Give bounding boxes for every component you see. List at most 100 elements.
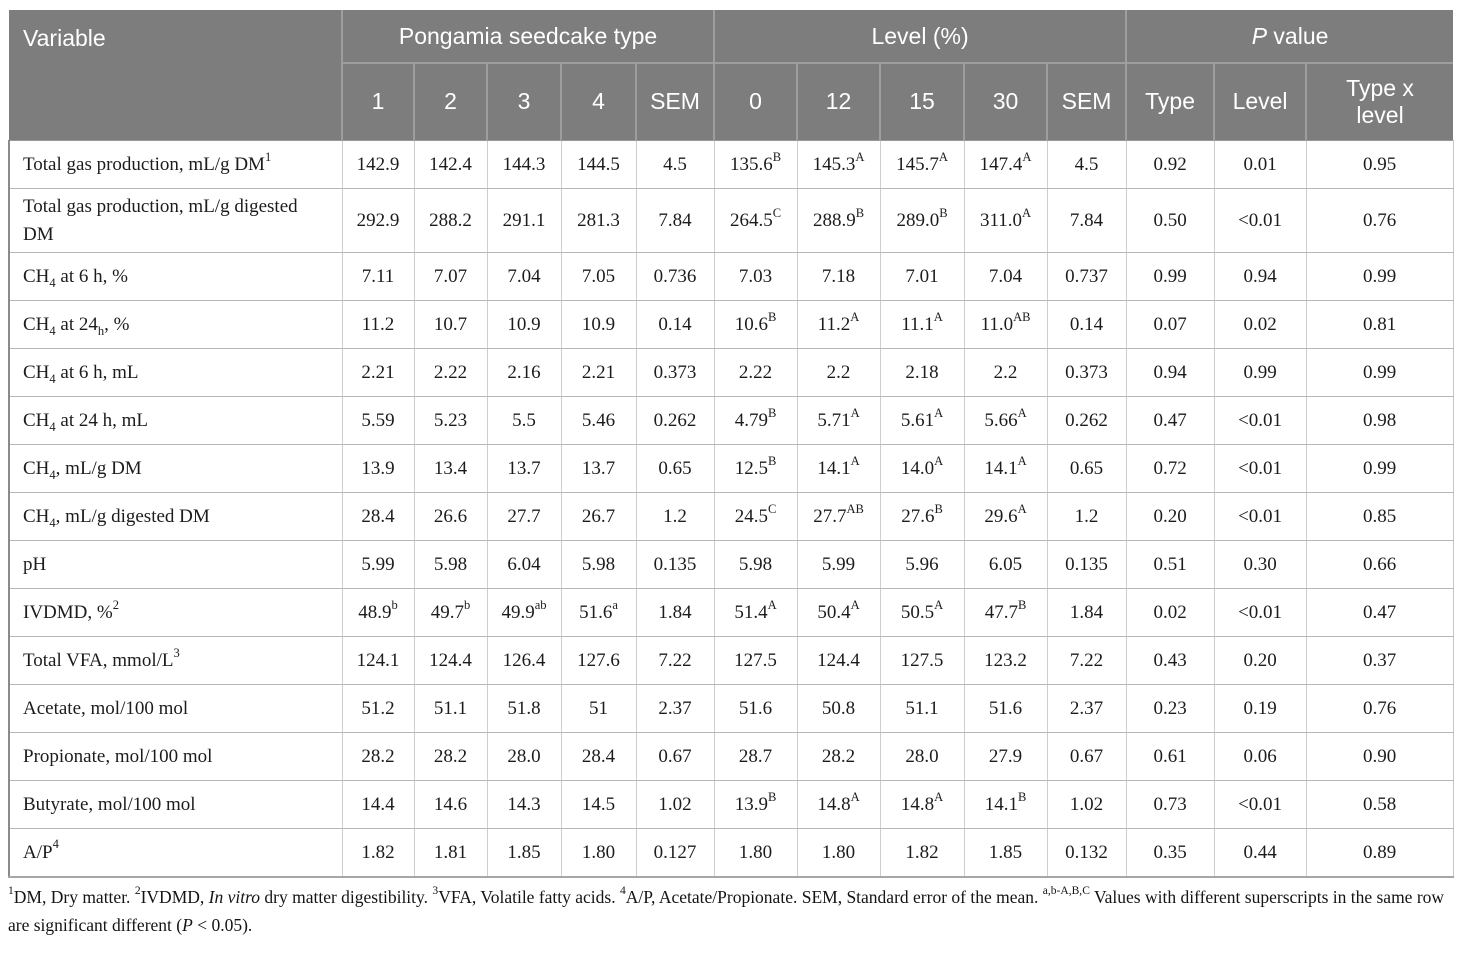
value-cell: 5.96 [879, 540, 965, 590]
column-header-type: Type [1125, 62, 1216, 141]
value-cell: 4.79B [713, 396, 798, 446]
value-cell: 0.02 [1213, 300, 1307, 350]
variable-cell: Total gas production, mL/g DM1 [8, 140, 343, 189]
value-cell: 0.135 [635, 540, 715, 590]
value-cell: 144.3 [486, 140, 562, 189]
variable-cell: A/P4 [8, 828, 343, 878]
value-cell: 51.1 [413, 684, 488, 734]
table-row: Butyrate, mol/100 mol 14.4 14.6 14.3 14.5 1.0… [8, 780, 1454, 830]
value-cell: 5.5 [486, 396, 562, 446]
value-cell: 14.1A [963, 444, 1048, 494]
value-cell: 0.73 [1125, 780, 1215, 830]
value-cell: 1.85 [963, 828, 1048, 878]
value-cell: 14.8A [796, 780, 881, 830]
variable-cell: CH4, mL/g digested DM [8, 492, 343, 542]
value-cell: 0.67 [1046, 732, 1127, 782]
value-cell: 0.02 [1125, 588, 1215, 638]
value-cell: 51.6 [713, 684, 798, 734]
value-cell: 289.0B [879, 187, 965, 254]
value-cell: 0.67 [635, 732, 715, 782]
table-row: CH4 at 6 h, mL 2.21 2.22 2.16 2.21 0.373 2.22 2… [8, 348, 1454, 398]
table-footnote: 1DM, Dry matter. 2IVDMD, In vitro dry ma… [8, 885, 1445, 935]
value-cell: 5.98 [560, 540, 637, 590]
table-body: Total gas production, mL/g DM1 142.9 142.4… [8, 140, 1454, 878]
value-cell: 0.58 [1305, 780, 1454, 830]
value-cell: 1.81 [413, 828, 488, 878]
value-cell: 127.6 [560, 636, 637, 686]
value-cell: 1.02 [635, 780, 715, 830]
value-cell: 28.0 [486, 732, 562, 782]
value-cell: 0.89 [1305, 828, 1454, 878]
table-row: Total gas production, mL/g DM1 142.9 142.4… [8, 140, 1454, 189]
value-cell: 5.46 [560, 396, 637, 446]
value-cell: 48.9b [341, 588, 415, 638]
value-cell: 0.72 [1125, 444, 1215, 494]
column-header-0: 0 [713, 62, 799, 141]
value-cell: 1.85 [486, 828, 562, 878]
value-cell: 1.82 [879, 828, 965, 878]
value-cell: 14.0A [879, 444, 965, 494]
value-cell: 27.7AB [796, 492, 881, 542]
value-cell: 13.4 [413, 444, 488, 494]
column-header-sem: SEM [1046, 62, 1128, 141]
value-cell: 5.23 [413, 396, 488, 446]
header-group-row: Variable Pongamia seedcake type Level (%… [9, 10, 1454, 141]
value-cell: 0.373 [1046, 348, 1127, 398]
value-cell: 2.21 [560, 348, 637, 398]
value-cell: 0.81 [1305, 300, 1454, 350]
value-cell: 2.22 [713, 348, 798, 398]
variable-cell: CH4 at 24 h, mL [8, 396, 343, 446]
value-cell: 5.98 [713, 540, 798, 590]
column-group-level-percent: Level (%) [713, 10, 1128, 64]
value-cell: 50.5A [879, 588, 965, 638]
value-cell: 7.11 [341, 252, 415, 302]
value-cell: 0.19 [1213, 684, 1307, 734]
value-cell: 0.07 [1125, 300, 1215, 350]
value-cell: 0.43 [1125, 636, 1215, 686]
column-header-sem: SEM [634, 62, 716, 141]
value-cell: 0.736 [635, 252, 715, 302]
value-cell: 10.9 [560, 300, 637, 350]
column-header-1: 1 [341, 62, 415, 141]
value-cell: 0.61 [1125, 732, 1215, 782]
value-cell: 51.4A [713, 588, 798, 638]
value-cell: 0.01 [1213, 140, 1307, 189]
table-row: IVDMD, %2 48.9b 49.7b 49.9ab 51.6a 1.84 51.4A 5… [8, 588, 1454, 638]
value-cell: 0.262 [1046, 396, 1127, 446]
value-cell: 4.5 [635, 140, 715, 189]
value-cell: 0.99 [1213, 348, 1307, 398]
table-row: CH4, mL/g DM 13.9 13.4 13.7 13.7 0.65 12.5B 14.… [8, 444, 1454, 494]
column-header-level: Level [1213, 62, 1308, 141]
value-cell: 0.65 [635, 444, 715, 494]
value-cell: 7.04 [486, 252, 562, 302]
variable-cell: Total gas production, mL/g digested DM [8, 187, 343, 254]
column-header-2: 2 [413, 62, 488, 141]
value-cell: 51.8 [486, 684, 562, 734]
value-cell: 2.18 [879, 348, 965, 398]
value-cell: 292.9 [341, 187, 415, 254]
value-cell: 7.05 [560, 252, 637, 302]
value-cell: 0.30 [1213, 540, 1307, 590]
value-cell: <0.01 [1213, 444, 1307, 494]
value-cell: 27.6B [879, 492, 965, 542]
value-cell: 0.99 [1125, 252, 1215, 302]
variable-cell: Acetate, mol/100 mol [8, 684, 343, 734]
value-cell: 7.22 [1046, 636, 1127, 686]
value-cell: 264.5C [713, 187, 798, 254]
value-cell: 142.4 [413, 140, 488, 189]
value-cell: 6.04 [486, 540, 562, 590]
value-cell: 7.07 [413, 252, 488, 302]
value-cell: 0.51 [1125, 540, 1215, 590]
value-cell: 281.3 [560, 187, 637, 254]
value-cell: 28.7 [713, 732, 798, 782]
value-cell: 26.7 [560, 492, 637, 542]
value-cell: 288.2 [413, 187, 488, 254]
value-cell: 13.9B [713, 780, 798, 830]
value-cell: 5.99 [796, 540, 881, 590]
value-cell: 5.98 [413, 540, 488, 590]
value-cell: 0.85 [1305, 492, 1454, 542]
table-row: CH4, mL/g digested DM 28.4 26.6 27.7 26.7 1.2… [8, 492, 1454, 542]
table-row: CH4 at 6 h, % 7.11 7.07 7.04 7.05 0.736 7.03 7.… [8, 252, 1454, 302]
value-cell: 28.2 [796, 732, 881, 782]
